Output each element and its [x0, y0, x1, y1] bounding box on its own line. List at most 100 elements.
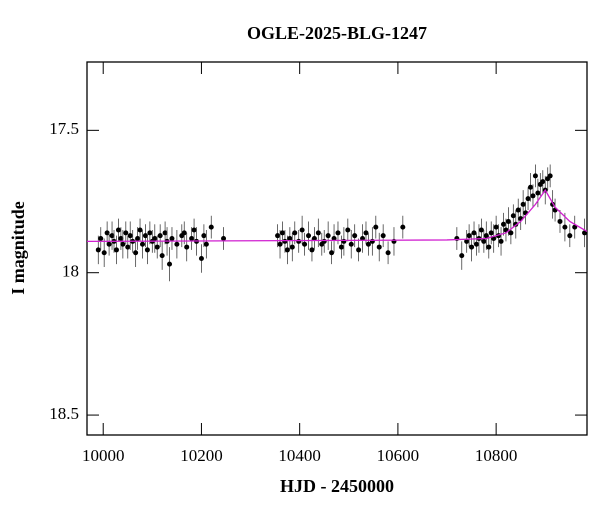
data-point: [400, 224, 406, 230]
data-point: [181, 230, 187, 236]
data-point: [345, 227, 351, 233]
data-point: [385, 250, 391, 256]
data-point: [296, 238, 302, 244]
x-tick-label: 10200: [180, 446, 223, 465]
data-point: [147, 230, 153, 236]
data-point: [133, 250, 139, 256]
data-point: [478, 227, 484, 233]
data-point: [510, 213, 516, 219]
data-point: [140, 241, 146, 247]
data-point: [469, 244, 475, 250]
data-point: [464, 238, 470, 244]
data-point: [501, 221, 507, 227]
data-point: [515, 207, 521, 213]
data-point: [302, 241, 308, 247]
data-point: [532, 173, 538, 179]
data-point: [113, 247, 119, 253]
data-point: [376, 244, 382, 250]
data-point: [486, 244, 492, 250]
data-point: [152, 236, 158, 242]
data-point: [174, 241, 180, 247]
data-point: [169, 236, 175, 242]
data-point: [154, 244, 160, 250]
data-point: [498, 238, 504, 244]
model-curve: [86, 188, 588, 243]
data-point: [508, 230, 514, 236]
data-point: [98, 236, 104, 242]
data-point: [567, 233, 573, 239]
data-point: [363, 230, 369, 236]
data-point: [203, 241, 209, 247]
data-point: [505, 218, 511, 224]
data-point: [201, 233, 207, 239]
data-point: [348, 241, 354, 247]
data-point: [341, 238, 347, 244]
data-point: [321, 238, 327, 244]
data-point: [144, 247, 150, 253]
data-point: [275, 233, 281, 239]
data-point: [299, 227, 305, 233]
data-point: [279, 230, 285, 236]
x-tick-label: 10800: [475, 446, 518, 465]
data-point: [191, 227, 197, 233]
x-axis-label: HJD - 2450000: [280, 476, 394, 496]
data-point: [483, 233, 489, 239]
data-point: [459, 253, 465, 259]
data-point: [535, 190, 541, 196]
data-point: [167, 261, 173, 267]
data-point: [562, 224, 568, 230]
data-point: [189, 236, 195, 242]
data-point: [125, 244, 131, 250]
data-point: [306, 233, 312, 239]
chart-title: OGLE-2025-BLG-1247: [247, 23, 427, 43]
data-point: [557, 218, 563, 224]
data-point: [528, 184, 534, 190]
x-tick-label: 10000: [82, 446, 125, 465]
data-point: [365, 241, 371, 247]
data-point: [104, 230, 110, 236]
data-point: [120, 241, 126, 247]
data-point: [525, 196, 531, 202]
data-point: [488, 230, 494, 236]
x-tick-label: 10600: [377, 446, 420, 465]
data-point: [473, 241, 479, 247]
data-point: [208, 224, 214, 230]
data-point: [493, 224, 499, 230]
data-point: [311, 236, 317, 242]
data-point: [380, 233, 386, 239]
data-point: [356, 247, 362, 253]
data-point: [162, 230, 168, 236]
y-tick-label: 18.5: [49, 404, 79, 423]
data-point: [309, 247, 315, 253]
data-point: [184, 244, 190, 250]
data-point: [135, 236, 141, 242]
plot-frame: [86, 61, 588, 436]
data-point: [338, 244, 344, 250]
data-point: [115, 227, 121, 233]
data-point: [142, 233, 148, 239]
data-point: [471, 230, 477, 236]
data-point: [373, 224, 379, 230]
data-point: [530, 193, 536, 199]
data-point: [466, 233, 472, 239]
data-point: [221, 236, 227, 242]
data-point: [481, 238, 487, 244]
data-point: [287, 236, 293, 242]
data-point: [137, 227, 143, 233]
data-point: [540, 179, 546, 185]
data-point: [157, 233, 163, 239]
data-point: [572, 224, 578, 230]
data-point: [329, 250, 335, 256]
y-axis-label: I magnitude: [8, 201, 28, 295]
data-point: [315, 230, 321, 236]
data-point: [547, 173, 553, 179]
data-point: [520, 201, 526, 207]
data-point: [109, 233, 115, 239]
data-point: [101, 250, 107, 256]
data-point: [118, 236, 124, 242]
data-point: [95, 247, 101, 253]
data-point: [289, 244, 295, 250]
data-point: [277, 241, 283, 247]
data-point: [123, 230, 129, 236]
y-tick-label: 18: [62, 262, 79, 281]
